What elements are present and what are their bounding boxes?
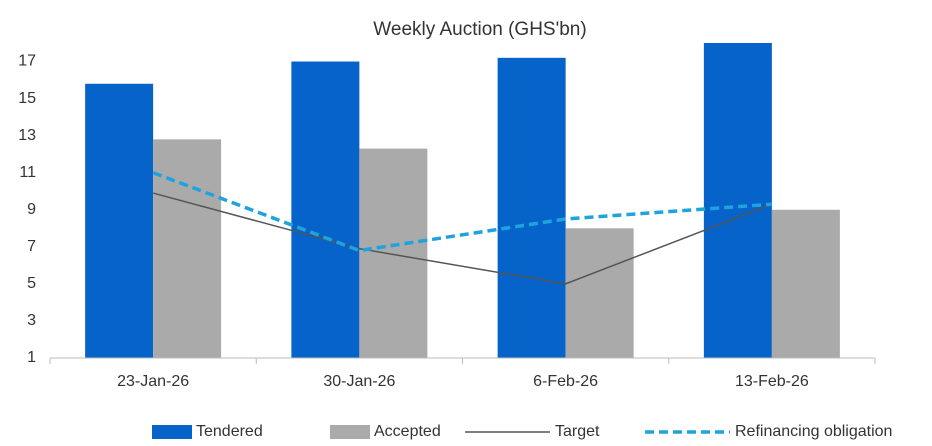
line <box>152 171 773 253</box>
legend-swatch <box>330 425 370 439</box>
x-tick-label: 30-Jan-26 <box>323 373 395 390</box>
bar <box>153 139 222 358</box>
y-tick-label: 11 <box>19 164 36 181</box>
y-tick-label: 13 <box>18 127 36 144</box>
line <box>152 192 773 285</box>
legend-label: Tendered <box>196 423 263 440</box>
bar <box>359 148 428 358</box>
y-tick-label: 5 <box>27 275 36 292</box>
bar <box>85 83 154 358</box>
y-tick-label: 3 <box>27 312 36 329</box>
legend-label: Refinancing obligation <box>735 423 892 440</box>
x-tick-label: 6-Feb-26 <box>533 373 598 390</box>
bar <box>291 61 360 358</box>
bar <box>565 228 634 358</box>
y-tick-label: 1 <box>27 349 36 366</box>
legend-label: Accepted <box>374 423 441 440</box>
x-tick-label: 13-Feb-26 <box>735 373 809 390</box>
y-tick-label: 9 <box>27 201 36 218</box>
bar <box>497 57 566 359</box>
bar <box>771 209 840 358</box>
y-tick-label: 7 <box>27 238 36 255</box>
bar <box>703 43 772 358</box>
y-tick-label: 17 <box>18 53 36 70</box>
legend-swatch <box>152 425 192 439</box>
y-tick-label: 15 <box>18 90 36 107</box>
legend-label: Target <box>555 423 600 440</box>
x-tick-label: 23-Jan-26 <box>117 373 189 390</box>
chart-title: Weekly Auction (GHS'bn) <box>373 19 586 40</box>
